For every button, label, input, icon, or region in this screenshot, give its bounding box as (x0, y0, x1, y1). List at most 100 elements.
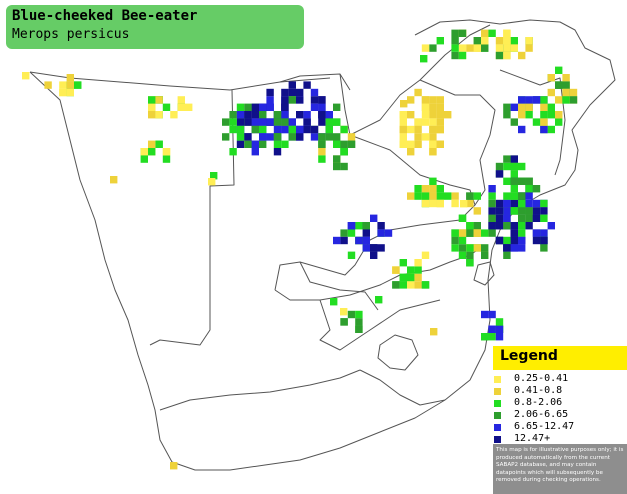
grid-cell (540, 118, 548, 126)
grid-cell (458, 236, 467, 245)
grid-cell (392, 266, 400, 274)
grid-cell (488, 333, 496, 341)
grid-cell (74, 81, 82, 89)
legend-swatch (494, 436, 501, 443)
grid-cell (407, 266, 415, 274)
grid-cell (510, 229, 518, 237)
grid-cell (503, 44, 511, 52)
lesotho-border (377, 334, 419, 371)
legend-label: 2.06-6.65 (514, 409, 569, 420)
grid-cell (518, 236, 526, 245)
grid-cell (473, 192, 481, 200)
grid-cell (473, 37, 481, 45)
grid-cell (399, 273, 407, 282)
grid-cell (458, 29, 467, 37)
grid-cell (421, 192, 430, 200)
grid-cell (525, 192, 533, 200)
grid-cell (488, 310, 496, 319)
grid-cell (518, 103, 526, 111)
grid-cell (458, 51, 467, 60)
grid-cell (296, 133, 304, 141)
grid-cell (510, 236, 518, 245)
grid-cell (451, 229, 459, 237)
legend-item: 12.47+ (493, 433, 627, 445)
grid-cell (377, 229, 385, 237)
grid-cell (340, 140, 348, 148)
grid-cell (325, 118, 333, 126)
grid-cell (562, 81, 570, 89)
swaziland-border (473, 261, 495, 286)
grid-cell (170, 111, 178, 119)
grid-cell (162, 155, 171, 163)
grid-cell (281, 140, 289, 148)
grid-cell (281, 103, 289, 111)
grid-cell (466, 229, 474, 237)
grid-cell (399, 111, 407, 119)
grid-cell (429, 140, 437, 148)
grid-cell (525, 177, 533, 185)
grid-cell (318, 133, 326, 141)
grid-cell (510, 185, 518, 193)
grid-cell (66, 81, 74, 89)
grid-cell (436, 37, 444, 45)
grid-cell (414, 185, 422, 193)
grid-cell (244, 103, 252, 111)
species-scientific-name: Merops persicus (12, 27, 130, 42)
grid-cell (303, 118, 311, 126)
grid-cell (414, 118, 422, 126)
grid-cell (347, 251, 356, 259)
grid-cell (421, 185, 430, 193)
legend-label: 12.47+ (514, 433, 551, 444)
grid-cell (318, 148, 326, 156)
grid-cell (525, 103, 533, 111)
grid-cell (259, 111, 267, 119)
legend-label: 6.65-12.47 (514, 421, 575, 432)
grid-cell (503, 111, 511, 119)
grid-cell (555, 111, 563, 119)
grid-cell (488, 229, 496, 237)
grid-cell (370, 214, 378, 222)
grid-cell (518, 244, 526, 252)
grid-cell (229, 125, 237, 134)
grid-cell (518, 125, 526, 134)
grid-cell (288, 118, 296, 126)
grid-cell (488, 214, 496, 222)
grid-cell (222, 118, 230, 126)
grid-cell (244, 133, 252, 141)
grid-cell (377, 244, 385, 252)
grid-cell (66, 74, 74, 82)
grid-cell (518, 229, 526, 237)
grid-cell (340, 125, 348, 134)
grid-cell (532, 96, 541, 104)
grid-cell (503, 207, 511, 215)
grid-cell (495, 318, 504, 326)
grid-cell (273, 133, 282, 141)
grid-cell (421, 281, 430, 289)
grid-cell (488, 29, 496, 37)
grid-cell (466, 44, 474, 52)
grid-cell (547, 88, 555, 97)
grid-cell (495, 325, 504, 333)
grid-cell (273, 118, 282, 126)
grid-cell (525, 214, 533, 222)
grid-cell (259, 103, 267, 111)
grid-cell (555, 81, 563, 89)
grid-cell (281, 111, 289, 119)
grid-cell (510, 222, 518, 230)
grid-cell (436, 125, 444, 134)
grid-cell (407, 140, 415, 148)
grid-cell (420, 55, 428, 63)
grid-cell (488, 222, 496, 230)
grid-cell (155, 96, 163, 104)
grid-cell (540, 125, 548, 134)
grid-cell (210, 172, 218, 180)
grid-cell (451, 51, 459, 60)
grid-cell (407, 281, 415, 289)
grid-cell (488, 325, 496, 333)
grid-cell (400, 100, 408, 108)
grid-cell (177, 103, 185, 111)
grid-cell (392, 281, 400, 289)
grid-cell (333, 236, 341, 245)
free-state-border (299, 261, 379, 311)
grid-cell (518, 214, 526, 222)
